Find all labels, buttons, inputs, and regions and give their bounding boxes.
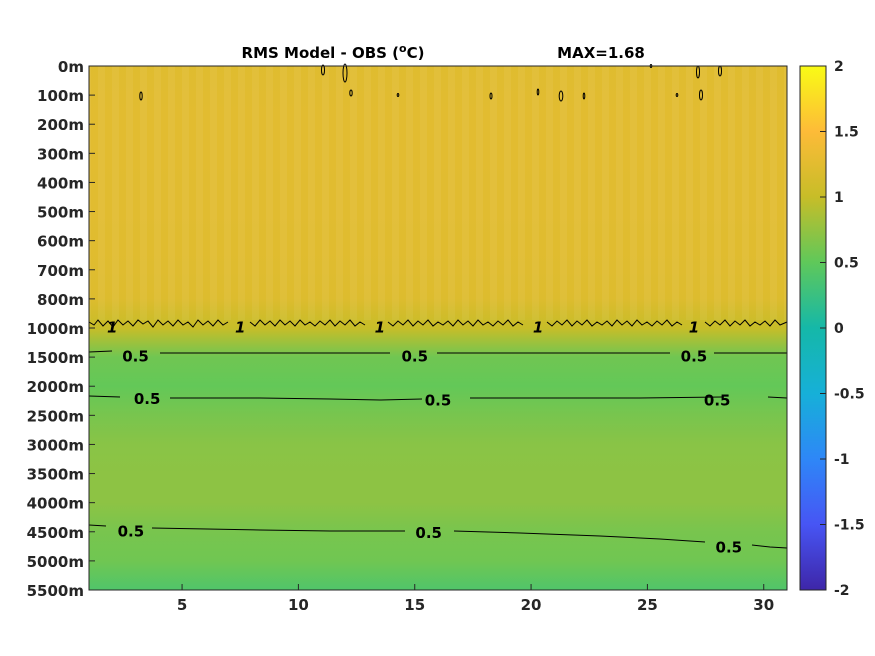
depth-label: 300m	[37, 145, 84, 163]
depth-label: 500m	[37, 204, 84, 222]
contour-label: 0.5	[681, 348, 708, 366]
colorbar: 2 1.5 1 0.5 0 -0.5 -1 -1.5 -2	[799, 59, 865, 599]
contour-05-segment	[470, 396, 723, 399]
x-tick-label: 25	[637, 596, 658, 614]
contour-blob	[396, 93, 400, 97]
contour-label: 0.5	[122, 348, 149, 366]
colorbar-tick-label: -1	[834, 452, 850, 468]
depth-label: 600m	[37, 233, 84, 251]
contour-blob	[558, 90, 564, 102]
vertical-streak-texture	[89, 66, 787, 320]
contour-blob	[342, 63, 348, 83]
x-tick-label: 15	[404, 596, 425, 614]
contour-blob	[349, 89, 353, 97]
contour-label: 1	[107, 319, 117, 337]
contour-05-segment	[151, 527, 405, 532]
contour-05-segment	[88, 524, 107, 527]
contour-blob	[699, 89, 703, 101]
contour-label: 1	[235, 319, 245, 337]
depth-label: 400m	[37, 174, 84, 192]
depth-label: 2500m	[27, 407, 84, 425]
depth-label: 0m	[58, 58, 84, 76]
x-tick-label: 5	[177, 596, 187, 614]
contour-blob	[321, 64, 325, 76]
contour-05-segment	[751, 544, 788, 549]
contour-05-segment	[453, 530, 706, 543]
depth-label: 1000m	[27, 320, 84, 338]
colorbar-tick-label: -2	[834, 583, 850, 599]
depth-label: 4500m	[27, 524, 84, 542]
contour-label: 0.5	[118, 522, 145, 540]
depth-label: 4000m	[27, 495, 84, 513]
colorbar-tick-label: 0	[834, 321, 844, 337]
contour-1-segment	[249, 319, 366, 327]
colorbar-tick-label: -1.5	[834, 518, 865, 534]
contour-label: 1	[689, 319, 699, 337]
contour-label: 1	[375, 319, 385, 337]
contour-1-segment	[704, 319, 788, 327]
depth-label: 3500m	[27, 466, 84, 484]
contour-blob	[139, 91, 143, 101]
contour-blob	[489, 92, 493, 100]
contour-1-segment	[88, 319, 229, 328]
depth-label: 5500m	[27, 582, 84, 600]
contour-label: 0.5	[704, 391, 731, 409]
depth-label: 800m	[37, 291, 84, 309]
contour-05-segment	[767, 396, 788, 399]
contour-05-segment	[88, 395, 121, 398]
x-tick-label: 10	[288, 596, 309, 614]
colorbar-tick-label: 1.5	[834, 125, 859, 141]
chart-title: RMS Model - OBS (oC)	[242, 42, 425, 62]
contour-label: 0.5	[415, 524, 442, 542]
contour-label: 0.5	[716, 538, 743, 556]
colorbar-tick-label: 0.5	[834, 256, 859, 272]
depth-label: 700m	[37, 262, 84, 280]
colorbar-tick-label: 2	[834, 59, 844, 75]
contour-1-segment	[546, 319, 683, 327]
contour-label: 1	[533, 319, 543, 337]
depth-label: 100m	[37, 87, 84, 105]
depth-label: 1500m	[27, 349, 84, 367]
contour-label: 0.5	[425, 391, 452, 409]
colorbar-tick-label: -0.5	[834, 387, 865, 403]
colorbar-tick-label: 1	[834, 190, 844, 206]
contour-labels: 1 1 1 1 1 0.5 0.5 0.5 0.5 0.5 0.5 0.5 0.5 0.5	[107, 319, 742, 557]
x-axis: 5 10 15 20 25 30	[177, 584, 774, 614]
depth-label: 3000m	[27, 436, 84, 454]
contour-label: 0.5	[401, 348, 428, 366]
depth-label: 5000m	[27, 553, 84, 571]
contour-05-segment	[170, 397, 423, 401]
depth-label: 2000m	[27, 378, 84, 396]
contour-blob	[675, 93, 679, 97]
contour-05-segment	[88, 350, 113, 353]
contour-label: 0.5	[134, 390, 161, 408]
heatmap-plot-area: 1 1 1 1 1 0.5 0.5 0.5 0.5 0.5 0.5 0.5 0.5 0.5	[88, 63, 788, 591]
depth-label: 200m	[37, 116, 84, 134]
max-annotation: MAX=1.68	[557, 44, 645, 62]
contour-lines	[88, 63, 788, 549]
depth-axis: 0m 100m 200m 300m 400m 500m 600m 700m 800m 1000m 1…	[27, 58, 95, 600]
contour-blob	[582, 92, 586, 100]
contour-1-segment	[387, 319, 524, 327]
contour-blob	[536, 88, 540, 96]
x-tick-label: 30	[753, 596, 774, 614]
x-tick-label: 20	[521, 596, 542, 614]
colorbar-ticks: 2 1.5 1 0.5 0 -0.5 -1 -1.5 -2	[820, 59, 865, 599]
